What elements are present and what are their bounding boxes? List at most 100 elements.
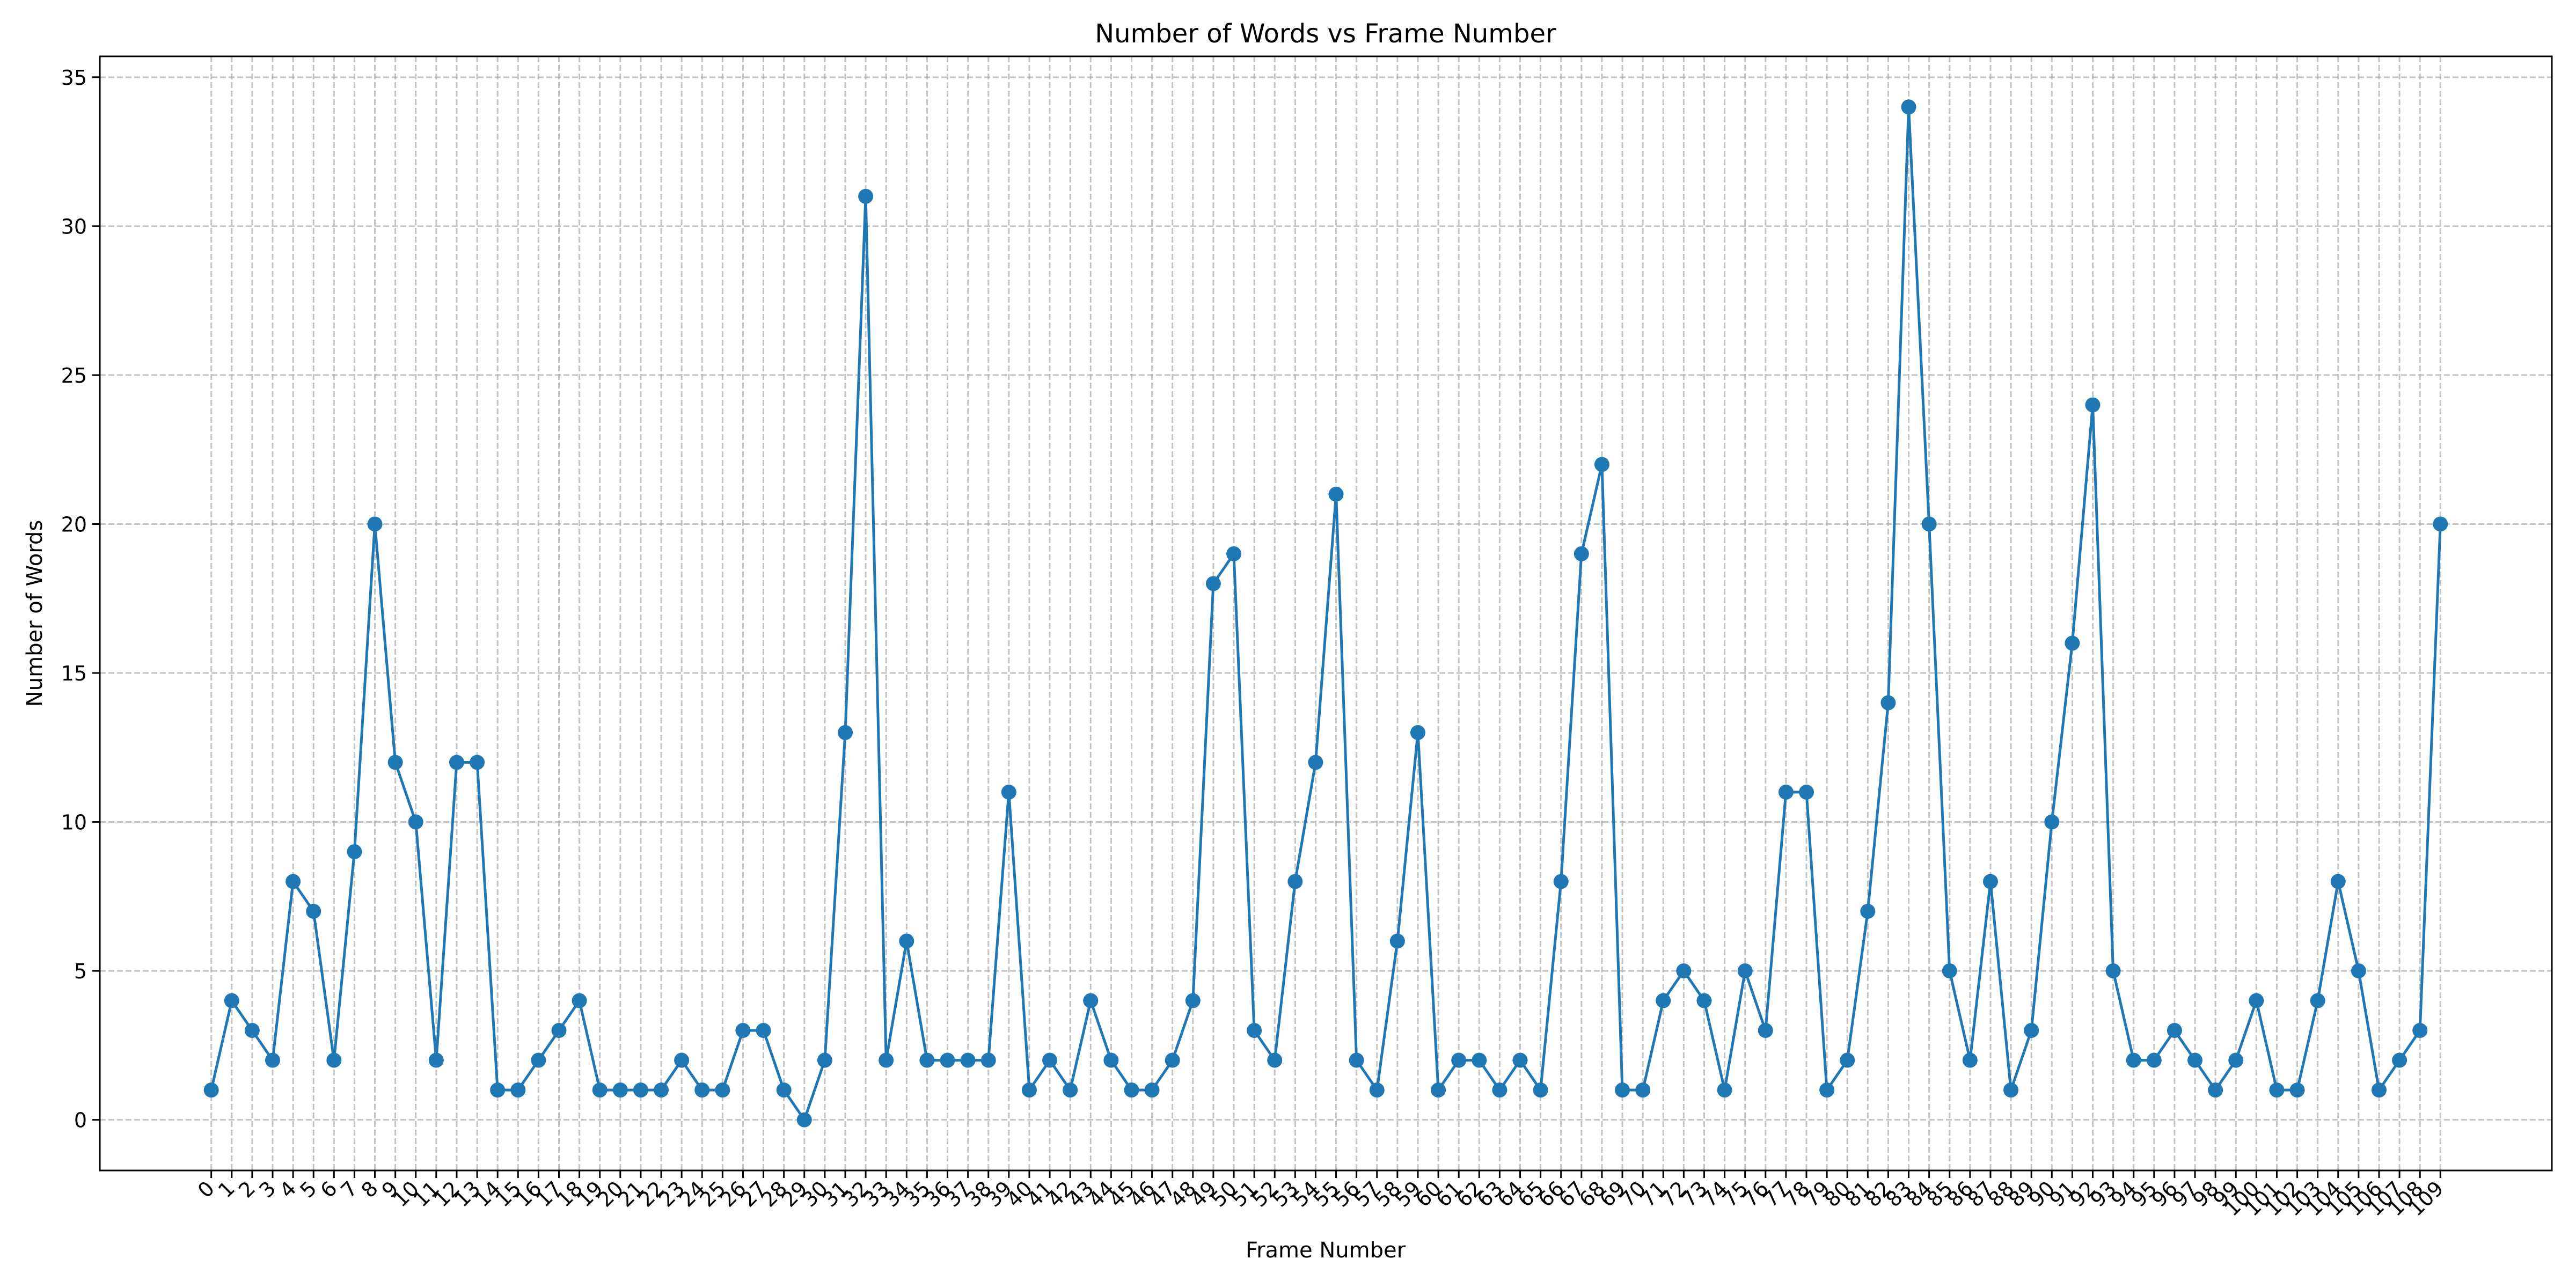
- data-point: [2065, 635, 2080, 651]
- data-point: [837, 725, 853, 741]
- data-point: [1799, 785, 1814, 800]
- data-point: [817, 1052, 832, 1068]
- data-point: [2208, 1082, 2223, 1098]
- y-tick-label: 25: [61, 364, 87, 387]
- data-point: [858, 188, 874, 204]
- data-point: [919, 1052, 935, 1068]
- data-point: [1205, 576, 1221, 591]
- data-point: [2351, 963, 2366, 979]
- y-tick-label: 0: [74, 1109, 87, 1132]
- data-point: [2105, 963, 2121, 979]
- data-point: [1615, 1082, 1630, 1098]
- x-tick-label: 4: [275, 1176, 301, 1202]
- data-point: [2167, 1023, 2182, 1038]
- data-point: [1717, 1082, 1732, 1098]
- y-tick-label: 35: [61, 66, 87, 90]
- x-tick-label: 0: [193, 1176, 219, 1202]
- y-axis-label: Number of Words: [23, 520, 47, 707]
- data-point: [1921, 516, 1937, 532]
- x-tick-label: 5: [295, 1176, 321, 1202]
- data-point: [1451, 1052, 1467, 1068]
- data-point: [1308, 755, 1323, 770]
- data-point: [2330, 874, 2346, 889]
- data-point: [510, 1082, 526, 1098]
- data-point: [286, 874, 301, 889]
- y-tick-label: 15: [61, 662, 87, 685]
- data-point: [1083, 993, 1099, 1008]
- chart-title: Number of Words vs Frame Number: [1095, 19, 1556, 49]
- data-point: [347, 844, 362, 860]
- data-point: [612, 1082, 628, 1098]
- data-point: [531, 1052, 546, 1068]
- data-point: [1287, 874, 1303, 889]
- data-point: [224, 993, 239, 1008]
- data-point: [1124, 1082, 1139, 1098]
- data-point: [1369, 1082, 1385, 1098]
- data-point: [715, 1082, 730, 1098]
- data-point: [1021, 1082, 1037, 1098]
- series-layer: [203, 99, 2448, 1128]
- data-point: [1328, 486, 1344, 502]
- data-point: [1349, 1052, 1364, 1068]
- data-point: [1819, 1082, 1835, 1098]
- data-point: [592, 1082, 608, 1098]
- data-point: [960, 1052, 976, 1068]
- data-point: [1103, 1052, 1119, 1068]
- data-point: [1594, 457, 1609, 472]
- data-point: [1901, 99, 1916, 115]
- data-point: [490, 1082, 506, 1098]
- data-point: [776, 1082, 792, 1098]
- data-point: [756, 1023, 771, 1038]
- data-point: [2085, 397, 2101, 413]
- data-point: [1512, 1052, 1528, 1068]
- data-point: [1410, 725, 1425, 741]
- data-point: [1389, 933, 1405, 949]
- data-point: [1696, 993, 1712, 1008]
- plot-frame: [99, 55, 2553, 1172]
- data-point: [2392, 1052, 2407, 1068]
- y-tick-label: 10: [61, 811, 87, 835]
- data-point: [1982, 874, 1998, 889]
- y-tick-label: 20: [61, 513, 87, 536]
- data-point: [2310, 993, 2325, 1008]
- data-point: [2146, 1052, 2162, 1068]
- data-point: [2289, 1082, 2305, 1098]
- data-point: [367, 516, 383, 532]
- data-point: [2044, 814, 2060, 830]
- data-point: [1758, 1023, 1773, 1038]
- data-point: [428, 1052, 444, 1068]
- data-point: [1635, 1082, 1651, 1098]
- data-point: [1267, 1052, 1283, 1068]
- x-tick-label: 3: [254, 1176, 280, 1202]
- data-point: [244, 1023, 260, 1038]
- data-point: [1185, 993, 1201, 1008]
- x-axis-ticks: 0123456789101112131415161718192021222324…: [193, 1170, 2448, 1221]
- data-point: [203, 1082, 219, 1098]
- data-point: [899, 933, 914, 949]
- data-point: [1737, 963, 1753, 979]
- data-point: [1226, 546, 1242, 561]
- data-point: [449, 755, 464, 770]
- x-tick-label: 7: [336, 1176, 362, 1202]
- data-point: [2412, 1023, 2428, 1038]
- data-point: [2003, 1082, 2019, 1098]
- data-point: [1247, 1023, 1262, 1038]
- data-point: [1676, 963, 1692, 979]
- data-point: [551, 1023, 567, 1038]
- data-point: [1165, 1052, 1180, 1068]
- data-point: [1656, 993, 1671, 1008]
- data-point: [1574, 546, 1589, 561]
- data-point: [1533, 1082, 1548, 1098]
- y-tick-label: 30: [61, 215, 87, 238]
- data-point: [1042, 1052, 1058, 1068]
- grid-lines: [100, 56, 2552, 1170]
- data-point: [940, 1052, 955, 1068]
- data-point: [1942, 963, 1957, 979]
- data-point: [2249, 993, 2264, 1008]
- data-point: [879, 1052, 894, 1068]
- data-point: [408, 814, 423, 830]
- data-point: [2126, 1052, 2141, 1068]
- data-point: [2024, 1023, 2039, 1038]
- data-point: [654, 1082, 669, 1098]
